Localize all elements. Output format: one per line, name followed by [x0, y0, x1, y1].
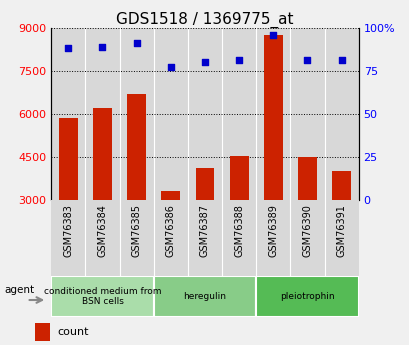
Point	[65, 46, 72, 51]
Point	[235, 58, 242, 63]
Bar	[256, 276, 358, 317]
Bar	[127, 94, 146, 200]
Text: agent: agent	[4, 286, 34, 295]
Text: heregulin: heregulin	[183, 292, 226, 301]
Text: GSM76388: GSM76388	[234, 204, 244, 257]
Text: GSM76391: GSM76391	[336, 204, 346, 257]
Text: GSM76390: GSM76390	[302, 204, 312, 257]
Text: GSM76387: GSM76387	[200, 204, 209, 257]
Bar	[263, 35, 282, 200]
Text: pleiotrophin: pleiotrophin	[279, 292, 334, 301]
Point	[133, 40, 139, 46]
Text: GSM76389: GSM76389	[267, 204, 278, 257]
Text: GSM76385: GSM76385	[131, 204, 142, 257]
Bar	[51, 276, 153, 317]
Text: count: count	[57, 327, 89, 337]
Bar	[195, 168, 214, 200]
Bar	[331, 171, 350, 200]
Point	[337, 58, 344, 63]
Title: GDS1518 / 1369775_at: GDS1518 / 1369775_at	[116, 11, 293, 28]
Bar	[85, 28, 119, 200]
Bar	[153, 28, 187, 200]
Point	[270, 32, 276, 37]
Bar	[297, 157, 316, 200]
Bar	[51, 28, 85, 200]
Point	[201, 59, 208, 65]
Bar	[119, 28, 153, 200]
Bar	[222, 28, 256, 200]
Bar	[187, 28, 222, 200]
Bar	[35, 323, 50, 341]
Bar	[229, 156, 248, 200]
Text: GSM76383: GSM76383	[63, 204, 73, 257]
Bar	[256, 28, 290, 200]
Bar	[324, 28, 358, 200]
Point	[167, 65, 174, 70]
Bar	[290, 28, 324, 200]
Bar	[93, 108, 112, 200]
Text: GSM76384: GSM76384	[97, 204, 107, 257]
Bar	[153, 276, 256, 317]
Text: GSM76386: GSM76386	[165, 204, 175, 257]
Bar	[59, 118, 78, 200]
Point	[303, 58, 310, 63]
Point	[99, 44, 106, 49]
Bar	[161, 191, 180, 200]
Text: conditioned medium from
BSN cells: conditioned medium from BSN cells	[44, 287, 161, 306]
